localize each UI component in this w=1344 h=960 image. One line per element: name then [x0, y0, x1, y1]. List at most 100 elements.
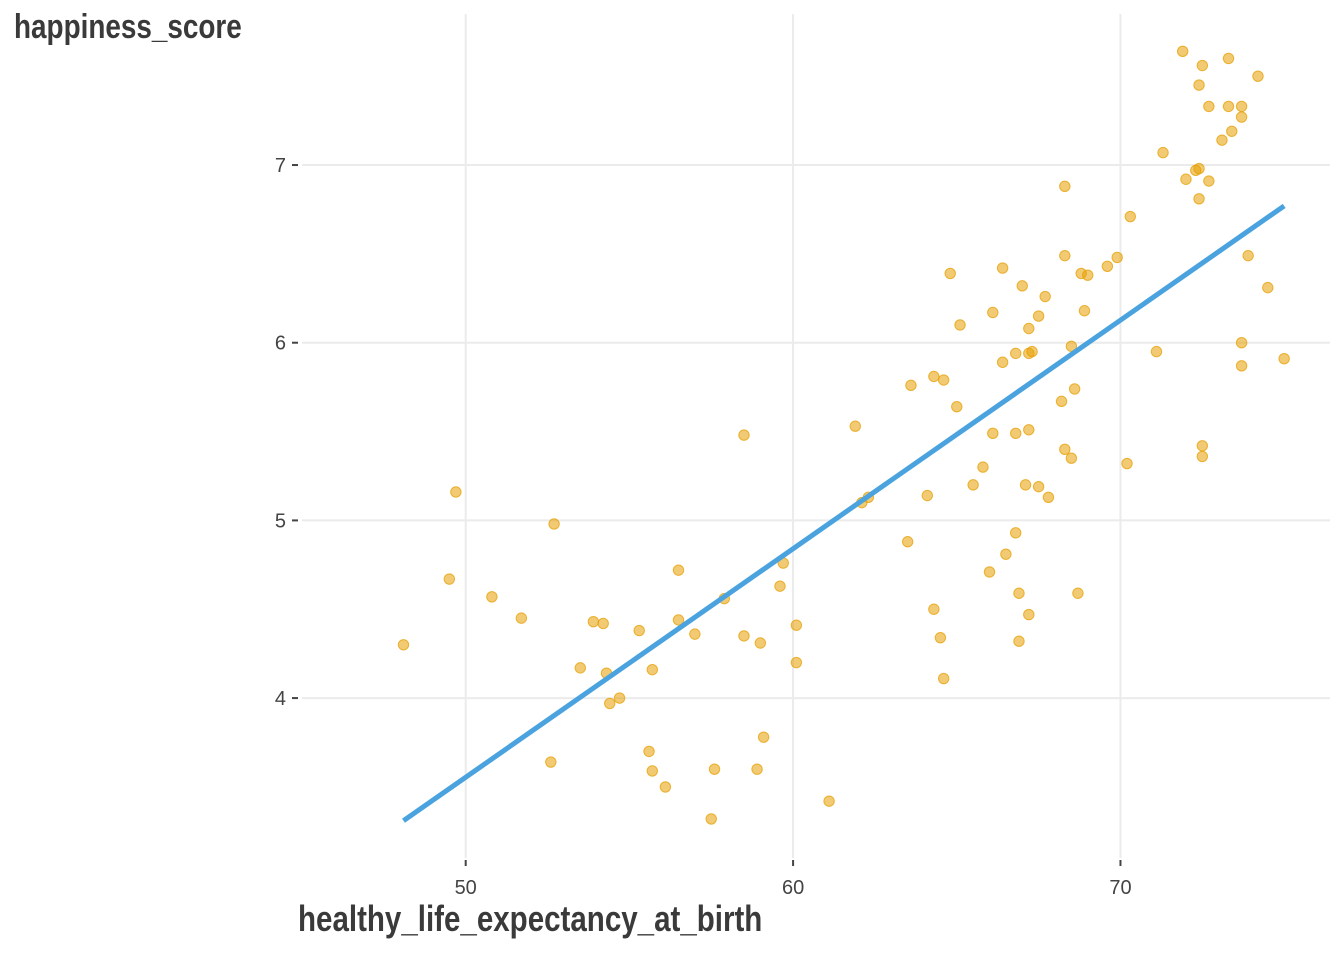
data-point	[1242, 249, 1254, 262]
data-point	[548, 518, 560, 530]
data-point	[751, 763, 763, 775]
data-point	[1226, 125, 1238, 137]
data-point	[823, 795, 835, 807]
data-point	[967, 479, 979, 491]
data-point	[1196, 440, 1209, 452]
data-point	[1059, 443, 1071, 456]
data-point	[1010, 527, 1022, 539]
data-point	[574, 662, 586, 674]
data-point	[1013, 587, 1025, 599]
data-point	[1252, 70, 1264, 82]
data-point	[983, 566, 996, 578]
trend-line	[402, 203, 1286, 823]
trend-line-group	[402, 203, 1286, 823]
data-point	[1010, 427, 1022, 440]
data-point	[1176, 45, 1189, 58]
data-point	[587, 615, 600, 628]
data-point	[1235, 360, 1248, 372]
data-point	[1101, 260, 1114, 273]
x-axis-title: healthy_life_expectancy_at_birth	[298, 898, 763, 939]
axis-ticks: 50 60 70 4 5 6 7	[275, 155, 1132, 899]
data-point	[928, 603, 940, 615]
data-point	[545, 756, 557, 768]
data-point	[604, 697, 616, 710]
x-tick-label: 50	[455, 877, 477, 899]
data-point	[954, 319, 966, 331]
data-point	[996, 356, 1009, 368]
data-point	[774, 580, 786, 592]
data-point	[1216, 134, 1228, 146]
data-point	[977, 461, 989, 473]
data-point	[672, 614, 685, 626]
data-point	[646, 663, 659, 676]
data-point	[613, 692, 626, 704]
data-point	[738, 630, 750, 642]
data-point	[1196, 59, 1209, 72]
data-point	[1019, 479, 1032, 491]
data-point	[937, 672, 950, 685]
data-point	[1180, 173, 1192, 185]
data-point	[1068, 383, 1081, 395]
data-point	[849, 420, 861, 432]
data-point	[754, 637, 767, 649]
data-point	[450, 486, 462, 498]
data-point	[1000, 548, 1012, 560]
data-point	[1010, 347, 1022, 360]
data-point	[1078, 305, 1091, 317]
data-points	[397, 45, 1290, 825]
data-point	[1193, 193, 1205, 205]
data-point	[996, 262, 1009, 274]
data-point	[1023, 608, 1035, 621]
data-point	[1023, 424, 1035, 436]
data-point	[1111, 251, 1123, 264]
data-point	[944, 267, 956, 280]
data-point	[1193, 162, 1205, 175]
y-tick-label: 7	[275, 155, 286, 177]
data-point	[1059, 249, 1071, 262]
data-point	[689, 628, 701, 640]
data-point	[1150, 345, 1163, 358]
data-point	[672, 564, 685, 576]
data-point	[1032, 480, 1045, 493]
y-tick-label: 6	[275, 333, 286, 355]
data-point	[790, 656, 803, 669]
data-point	[443, 573, 456, 585]
data-point	[951, 400, 963, 413]
data-point	[515, 612, 528, 624]
data-point	[1235, 337, 1248, 349]
y-tick-label: 4	[275, 688, 286, 710]
data-point	[987, 427, 999, 440]
data-point	[1124, 210, 1136, 223]
data-point	[1042, 491, 1055, 504]
data-point	[646, 765, 659, 777]
grid-lines	[302, 14, 1330, 858]
y-tick-label: 5	[275, 510, 286, 532]
data-point	[1072, 587, 1084, 599]
data-point	[921, 489, 934, 502]
data-point	[901, 536, 914, 548]
data-point	[1196, 450, 1209, 463]
data-point	[1235, 111, 1248, 123]
y-axis-title: happiness_score	[14, 8, 242, 46]
data-point	[1278, 353, 1290, 365]
data-point	[1121, 457, 1133, 470]
data-point	[1203, 175, 1215, 187]
data-point	[987, 306, 999, 319]
data-point	[1016, 280, 1028, 292]
data-point	[757, 731, 770, 743]
data-point	[643, 745, 655, 758]
data-point	[1262, 281, 1274, 294]
data-point	[1026, 345, 1038, 358]
data-point	[633, 624, 645, 637]
data-point	[1222, 100, 1235, 113]
x-tick-label: 70	[1109, 877, 1131, 899]
data-point	[486, 591, 498, 603]
data-point	[1235, 100, 1248, 113]
data-point	[1193, 79, 1205, 91]
data-point	[1059, 180, 1071, 193]
data-point	[1082, 269, 1094, 281]
data-point	[1032, 310, 1045, 322]
data-point	[705, 813, 717, 825]
data-point	[1039, 290, 1051, 303]
